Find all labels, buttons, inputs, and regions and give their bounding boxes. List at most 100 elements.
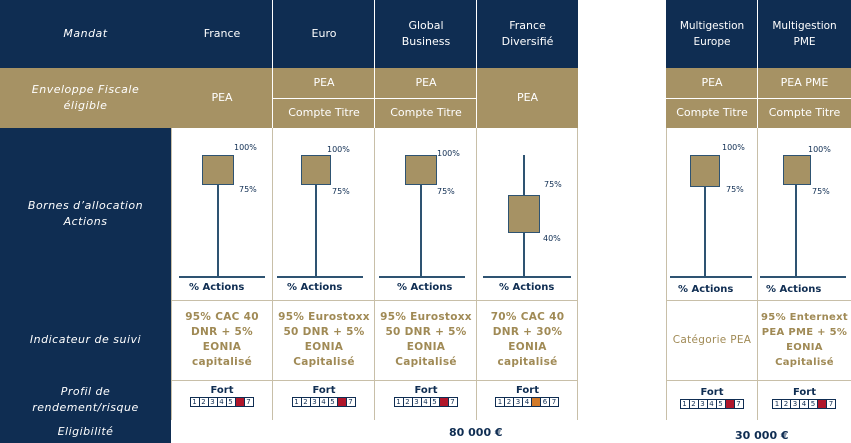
fund-header-multigestion-pme: Multigestion PME	[772, 20, 837, 48]
allocation-mark	[795, 155, 797, 278]
profil-label: Profil de rendement/risque	[0, 380, 171, 420]
risk-scale-box: 7	[549, 397, 559, 407]
allocation-axis-label: % Actions	[287, 282, 343, 293]
indicator-line: Capitalisé	[395, 356, 457, 368]
allocation-tick-label: 75%	[437, 187, 455, 196]
allocation-mark	[783, 155, 811, 185]
risk-fort-label: Fort	[792, 387, 816, 398]
envelope-multi-pme-bottom: Compte Titre	[768, 106, 841, 119]
envelope-split-line-group2	[666, 98, 851, 99]
mandat-label: Mandat	[0, 0, 171, 68]
indicator-line: Capitalisé	[293, 356, 355, 368]
fund-header-multigestion-europe: Multigestion Europe	[679, 20, 745, 48]
envelope-france-diversifie: PEA	[516, 91, 539, 104]
allocation-mark	[179, 276, 265, 278]
risk-scale-box: 7	[345, 397, 356, 407]
envelope-multi-europe-bottom: Compte Titre	[676, 106, 748, 119]
allocation-mark	[315, 155, 317, 278]
indicator-euro: 95% Eurostoxx 50 DNR + 5% EONIA Capitali…	[273, 300, 375, 380]
fund-header-global-business: Global Business	[401, 19, 451, 48]
allocation-mark	[670, 276, 752, 278]
col-sep	[272, 128, 273, 420]
allocation-chart-multigestion-pme: 100% 75% % Actions	[758, 128, 851, 300]
allocation-mark	[483, 276, 571, 278]
fund-header-euro: Euro	[311, 27, 337, 40]
fund-header-france: France	[203, 27, 241, 40]
allocation-mark	[379, 276, 465, 278]
indicator-line: EONIA	[786, 342, 823, 353]
indicator-line: 50 DNR + 5%	[283, 326, 365, 338]
allocation-mark	[301, 155, 331, 185]
allocation-tick-label: 75%	[544, 180, 562, 189]
indicator-line: 95% Eurostoxx	[278, 311, 370, 323]
eligibility-group1: 80 000 €	[449, 426, 503, 439]
bornes-label: Bornes d’allocation Actions	[0, 128, 171, 300]
allocation-axis-label: % Actions	[678, 284, 734, 295]
allocation-mark	[420, 155, 422, 278]
allocation-chart-global-business: 100% 75% % Actions	[375, 128, 477, 300]
col-sep	[757, 128, 758, 420]
envelope-france: PEA	[211, 91, 233, 104]
row-sep	[666, 380, 851, 381]
allocation-tick-label: 100%	[722, 143, 745, 152]
indicator-line: 50 DNR + 5%	[385, 326, 467, 338]
risk-scale-box: 7	[243, 397, 254, 407]
envelope-multi-pme-top: PEA PME	[780, 76, 829, 89]
allocation-tick-label: 75%	[239, 185, 257, 194]
allocation-chart-euro: 100% 75% % Actions	[273, 128, 375, 300]
risk-fort-label: Fort	[312, 385, 336, 396]
header-band-group2	[666, 0, 851, 68]
indicator-line: Capitalisé	[775, 357, 834, 368]
allocation-axis-label: % Actions	[189, 282, 245, 293]
allocation-tick-label: 75%	[812, 187, 830, 196]
enveloppe-label: Enveloppe Fiscale éligible	[0, 68, 171, 128]
col-sep	[171, 128, 172, 420]
indicator-multigestion-europe: Catégorie PEA	[666, 300, 758, 380]
indicator-line: PEA PME + 5%	[761, 327, 848, 338]
allocation-chart-multigestion-europe: 100% 75% % Actions	[666, 128, 758, 300]
col-sep	[577, 128, 578, 420]
indicator-line: Catégorie PEA	[672, 333, 752, 346]
allocation-mark	[704, 155, 706, 278]
envelope-split-line-group1	[273, 98, 477, 99]
indicator-line: 95% Eurostoxx	[380, 311, 472, 323]
indicator-line: 95% Enternext	[761, 312, 848, 323]
indicator-line: EONIA	[202, 341, 242, 353]
allocation-mark	[277, 276, 363, 278]
row-sep	[171, 300, 578, 301]
envelope-global-bottom: Compte Titre	[390, 106, 462, 119]
col-sep	[374, 128, 375, 420]
allocation-tick-label: 100%	[808, 145, 831, 154]
risk-scale-box: 7	[826, 399, 836, 409]
indicator-france-diversifie: 70% CAC 40 DNR + 30% EONIA capitalisé	[477, 300, 578, 380]
col-sep	[666, 128, 667, 420]
indicator-line: capitalisé	[191, 356, 253, 368]
row-sep	[171, 380, 578, 381]
indicator-france: 95% CAC 40 DNR + 5% EONIA capitalisé	[171, 300, 273, 380]
indicator-line: DNR + 30%	[492, 326, 563, 338]
indicator-line: EONIA	[406, 341, 446, 353]
eligibilite-label: Eligibilité	[0, 420, 171, 443]
risk-scale-box: 7	[733, 399, 744, 409]
risk-scale-box: 7	[447, 397, 458, 407]
indicator-line: EONIA	[304, 341, 344, 353]
allocation-mark	[405, 155, 437, 185]
allocation-mark	[508, 195, 540, 233]
allocation-tick-label: 40%	[543, 234, 561, 243]
col-sep	[476, 0, 477, 128]
indicator-line: capitalisé	[497, 356, 558, 368]
envelope-euro-bottom: Compte Titre	[288, 106, 360, 119]
allocation-tick-label: 100%	[437, 149, 460, 158]
allocation-tick-label: 100%	[327, 145, 350, 154]
allocation-axis-label: % Actions	[499, 282, 555, 293]
indicator-line: 95% CAC 40	[185, 311, 259, 323]
envelope-global-top: PEA	[415, 76, 437, 89]
allocation-mark	[760, 276, 846, 278]
envelope-euro-top: PEA	[313, 76, 335, 89]
col-sep	[757, 0, 758, 128]
